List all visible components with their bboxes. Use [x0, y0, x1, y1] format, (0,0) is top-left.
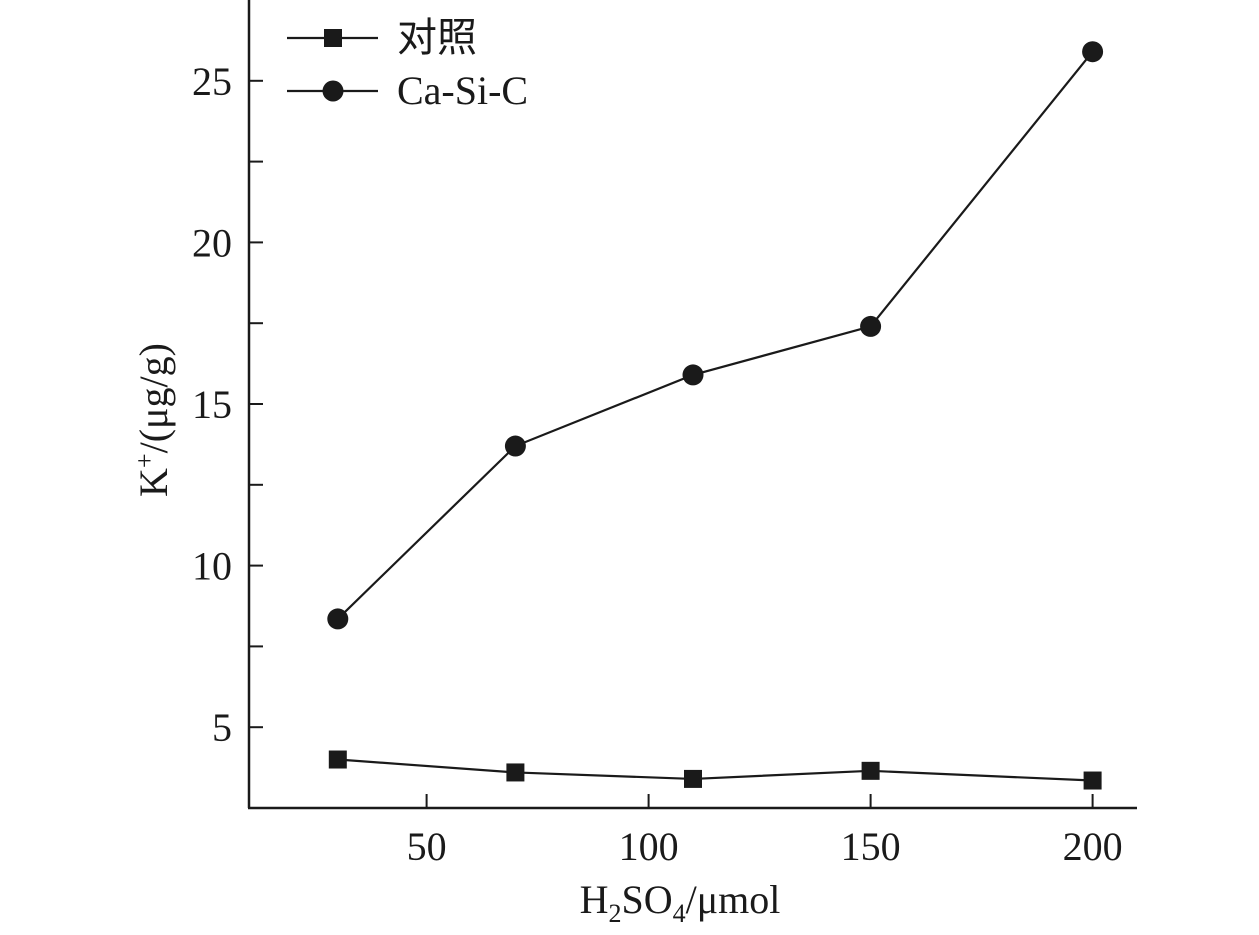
- y-tick-label: 25: [192, 59, 232, 104]
- y-tick-label: 15: [192, 382, 232, 427]
- square-marker: [861, 761, 880, 780]
- square-marker: [506, 763, 525, 782]
- circle-marker: [860, 315, 882, 337]
- y-tick-label: 5: [212, 705, 232, 750]
- x-axis-title: H2SO4/μmol: [580, 877, 781, 928]
- y-tick-label: 20: [192, 220, 232, 265]
- legend: 对照 Ca-Si-C: [287, 15, 528, 113]
- legend-item-1: 对照: [287, 15, 477, 60]
- axes: 50 100 150 200 5 10 15 20 25: [192, 0, 1137, 869]
- y-axis-title: K+/(μg/g): [130, 343, 176, 497]
- x-tick-label: 150: [841, 824, 901, 869]
- legend-item-2: Ca-Si-C: [287, 68, 528, 113]
- square-marker: [684, 769, 702, 788]
- x-tick-label: 100: [619, 824, 679, 869]
- x-tick-label: 200: [1063, 824, 1123, 869]
- square-marker: [328, 750, 347, 769]
- square-marker: [1083, 771, 1102, 790]
- legend-label: Ca-Si-C: [397, 68, 528, 113]
- circle-marker: [682, 364, 704, 386]
- series-line: [337, 51, 1094, 620]
- x-tick-label: 50: [407, 824, 447, 869]
- circle-marker: [1082, 41, 1104, 63]
- circle-marker: [504, 435, 526, 457]
- series-2: [327, 41, 1104, 630]
- series-1: [328, 750, 1102, 790]
- circle-marker: [327, 608, 349, 630]
- y-tick-label: 10: [192, 544, 232, 589]
- square-marker: [324, 29, 342, 47]
- series-layer: [327, 41, 1104, 790]
- circle-marker: [322, 80, 344, 102]
- series-line: [337, 758, 1093, 782]
- legend-label: 对照: [397, 15, 477, 60]
